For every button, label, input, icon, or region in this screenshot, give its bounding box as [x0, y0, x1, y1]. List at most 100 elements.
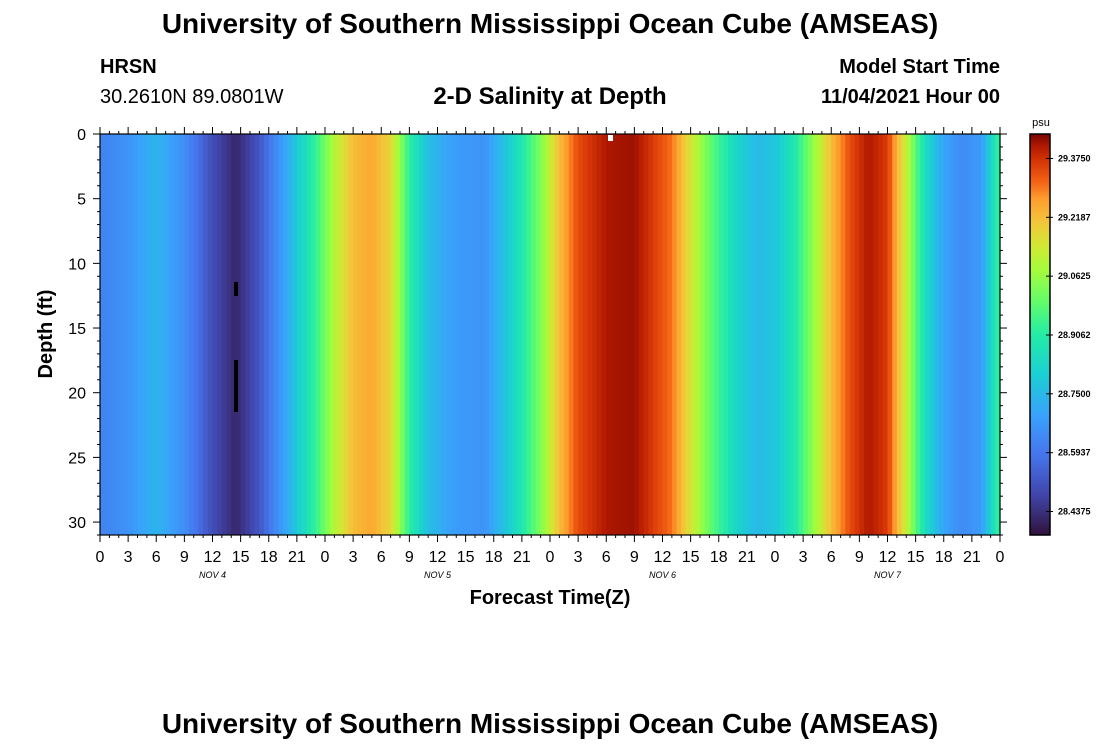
colorbar-label: 29.0625 [1058, 271, 1091, 281]
heatmap-cell [681, 134, 687, 535]
heatmap-cell [240, 134, 246, 535]
heatmap-cell [165, 134, 171, 535]
x-tick-label: 12 [429, 549, 447, 566]
heatmap-cell [704, 134, 710, 535]
heatmap-cell [545, 134, 551, 535]
x-tick-label: 15 [907, 549, 925, 566]
heatmap-cell [751, 134, 757, 535]
heatmap-cell [901, 134, 907, 535]
heatmap-cell [114, 134, 120, 535]
heatmap-cell [568, 134, 575, 535]
heatmap-cell [418, 134, 425, 535]
heatmap-cell [226, 134, 232, 535]
footer-title: University of Southern Mississippi Ocean… [161, 708, 939, 739]
heatmap-cell [198, 134, 204, 535]
heatmap-cell [953, 134, 959, 535]
heatmap-cell [479, 134, 485, 535]
heatmap-cell [690, 134, 696, 535]
heatmap-cell [423, 134, 429, 535]
x-tick-label: 9 [855, 549, 864, 566]
missing-data-mark [234, 282, 238, 296]
colorbar-label: 28.9062 [1058, 330, 1091, 340]
day-label: NOV 4 [199, 570, 226, 580]
heatmap-cell [582, 134, 589, 535]
heatmap-cell [826, 134, 832, 535]
missing-data-mark [608, 135, 613, 141]
heatmap-cell [732, 134, 739, 535]
heatmap-cell [512, 134, 518, 535]
heatmap-cell [925, 134, 931, 535]
heatmap-cell [559, 134, 565, 535]
y-tick-label: 10 [68, 256, 86, 273]
heatmap-cell [714, 134, 720, 535]
heatmap-cell [428, 134, 434, 535]
heatmap-cell [320, 134, 326, 535]
heatmap-cell [170, 134, 176, 535]
heatmap-cell [700, 134, 706, 535]
heatmap-cell [667, 134, 673, 535]
heatmap-cell [151, 134, 157, 535]
heatmap-cell [123, 134, 129, 535]
y-tick-label: 5 [77, 192, 86, 209]
heatmap-cell [850, 134, 856, 535]
day-label: NOV 6 [649, 570, 676, 580]
heatmap-cell [531, 134, 537, 535]
heatmap-cell [175, 134, 181, 535]
heatmap-cell [728, 134, 734, 535]
heatmap-cell [104, 134, 110, 535]
heatmap-cell [221, 134, 228, 535]
heatmap-cell [273, 134, 279, 535]
heatmap-cell [685, 134, 692, 535]
x-tick-label: 12 [654, 549, 672, 566]
heatmap-cell [789, 134, 795, 535]
heatmap-cell [137, 134, 143, 535]
heatmap-cell [868, 134, 875, 535]
heatmap-cell [601, 134, 607, 535]
heatmap-cell [132, 134, 139, 535]
heatmap-cell [573, 134, 579, 535]
heatmap-cell [587, 134, 593, 535]
heatmap-cell [339, 134, 345, 535]
heatmap-cell [676, 134, 682, 535]
heatmap-cell [981, 134, 987, 535]
heatmap-cell [310, 134, 317, 535]
heatmap-cell [109, 134, 115, 535]
heatmap-cell [779, 134, 785, 535]
heatmap-cell [371, 134, 378, 535]
x-tick-label: 0 [546, 549, 555, 566]
heatmap-cell [287, 134, 293, 535]
heatmap-cell [100, 134, 106, 535]
heatmap-cell [414, 134, 420, 535]
heatmap-cell [756, 134, 762, 535]
heatmap-cell [235, 134, 242, 535]
heatmap-cell [718, 134, 725, 535]
colorbar-label: 28.4375 [1058, 506, 1091, 516]
heatmap-cell [920, 134, 926, 535]
heatmap-cell [325, 134, 331, 535]
heatmap-cell [217, 134, 223, 535]
heatmap-cell [550, 134, 556, 535]
y-axis: 0 5 10 15 20 25 30 [68, 127, 1007, 536]
heatmap-cell [381, 134, 387, 535]
heatmap-cell [976, 134, 982, 535]
heatmap-cell [507, 134, 514, 535]
heatmap-cell [517, 134, 523, 535]
heatmap-cell [184, 134, 190, 535]
heatmap-cell [629, 134, 635, 535]
x-tick-label: 0 [96, 549, 105, 566]
heatmap-cell [292, 134, 298, 535]
y-tick-label: 0 [77, 127, 86, 144]
x-tick-label: 18 [485, 549, 503, 566]
x-tick-label: 6 [827, 549, 836, 566]
heatmap-cell [653, 134, 659, 535]
heatmap-cell [503, 134, 509, 535]
heatmap-cell [915, 134, 921, 535]
x-tick-label: 6 [152, 549, 161, 566]
heatmap-cell [929, 134, 935, 535]
x-tick-label: 18 [935, 549, 953, 566]
x-tick-label: 3 [574, 549, 583, 566]
heatmap-cell [475, 134, 481, 535]
heatmap-cell [268, 134, 275, 535]
model-start-label: Model Start Time [839, 56, 1000, 78]
heatmap-cell [742, 134, 748, 535]
